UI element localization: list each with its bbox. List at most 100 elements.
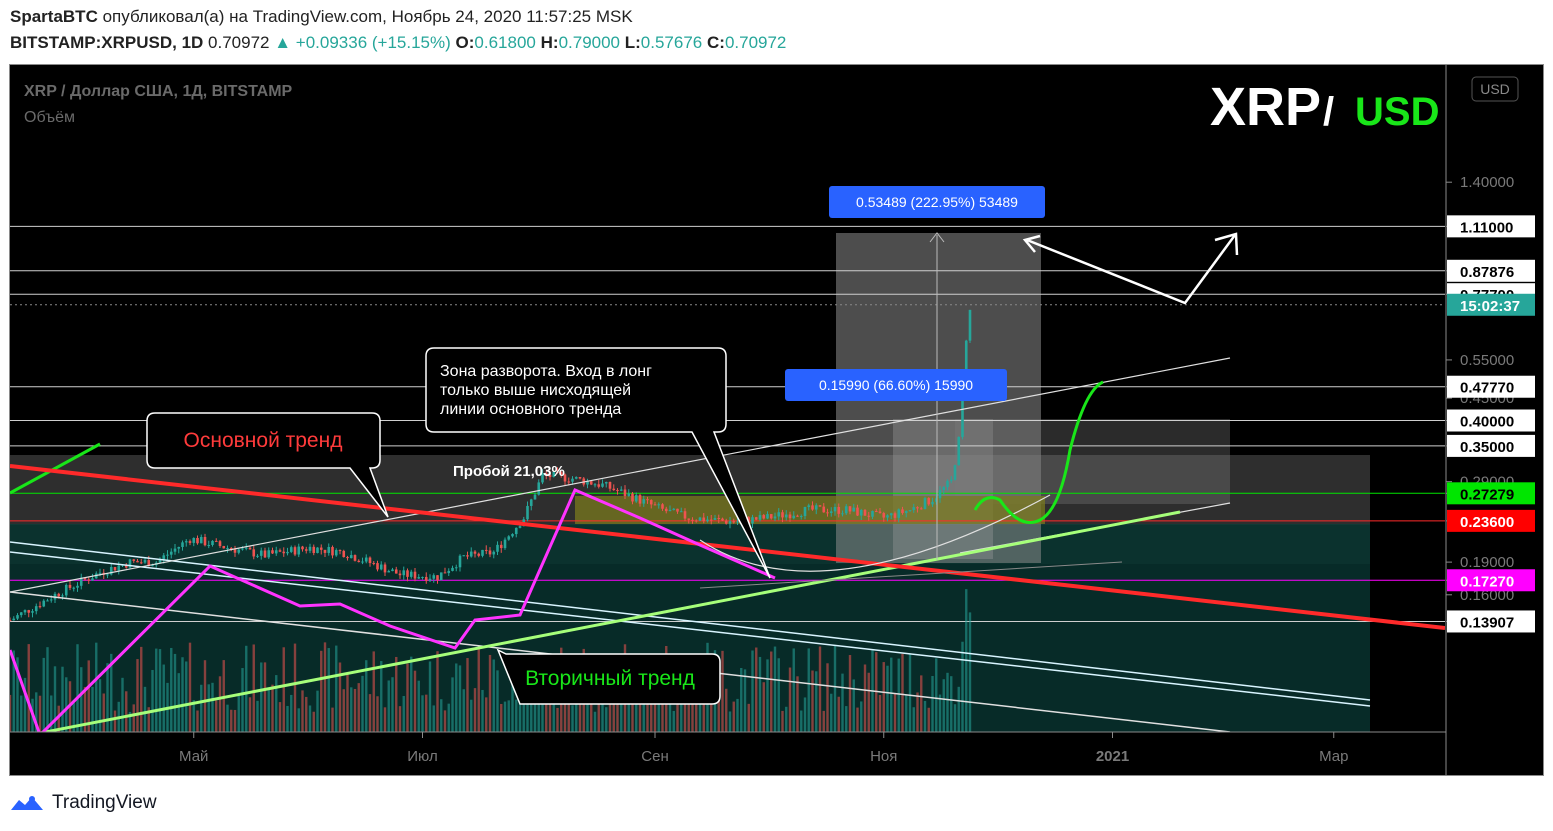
candle-body — [912, 507, 916, 511]
volume-bar — [380, 661, 383, 732]
volume-bar — [391, 677, 394, 732]
candle-body — [537, 482, 541, 495]
candle-body — [409, 571, 413, 577]
candle-body — [503, 539, 507, 549]
candle-body — [31, 611, 34, 613]
volume-bar — [755, 647, 758, 732]
candle-body — [319, 547, 323, 550]
candle-body — [859, 509, 863, 516]
price-tag-label: 0.27279 — [1460, 486, 1514, 503]
candle-body — [938, 490, 942, 499]
author-name[interactable]: SpartaBTC — [10, 7, 98, 26]
candle-body — [233, 549, 237, 553]
volume-bar — [878, 694, 882, 732]
candle-body — [563, 474, 567, 482]
candle-body — [687, 518, 691, 520]
candle-body — [196, 537, 199, 544]
close-label: C: — [706, 33, 725, 52]
price-tag — [1447, 509, 1535, 532]
volume-bar — [143, 686, 147, 732]
candle-body — [616, 490, 619, 492]
high-label: H: — [540, 33, 559, 52]
candle-body — [732, 521, 736, 523]
volume-bar — [642, 702, 645, 732]
price-tag — [1447, 215, 1535, 238]
volume-bar — [931, 676, 934, 732]
candle-body — [173, 548, 177, 552]
volume-bar — [717, 687, 720, 732]
candle-body — [676, 508, 679, 512]
volume-bar — [410, 656, 413, 732]
candle-body — [571, 478, 574, 482]
volume-bar — [826, 663, 829, 732]
candle-body — [593, 484, 597, 486]
volume-bar — [721, 650, 724, 732]
secondary-trend-callout[interactable]: Вторичный тренд — [496, 648, 721, 705]
currency-button[interactable] — [1471, 76, 1519, 102]
candle-body — [248, 547, 252, 550]
candle-body — [702, 517, 706, 522]
volume-bar — [511, 677, 514, 732]
candle-body — [837, 506, 841, 514]
candle-body — [222, 545, 226, 549]
candle-body — [777, 512, 781, 517]
candle-body — [589, 481, 593, 485]
candle-body — [826, 512, 829, 514]
candle-body — [488, 550, 492, 555]
volume-bar — [46, 647, 49, 732]
candle-body — [271, 550, 274, 554]
volume-bar — [698, 697, 702, 732]
candle-body — [203, 536, 207, 546]
candle-body — [368, 557, 372, 564]
candle-body — [597, 484, 601, 487]
volume-bar — [702, 699, 705, 732]
volume-bar — [162, 664, 165, 732]
volume-bar — [406, 663, 409, 732]
main-trend-callout[interactable]: Основной тренд — [146, 412, 389, 518]
reversal-line-2: только выше нисходящей — [440, 382, 631, 399]
candle-body — [151, 565, 154, 567]
low-label: L: — [624, 33, 641, 52]
volume-bar — [53, 666, 57, 732]
candle-body — [863, 509, 867, 516]
price-tag-label: 1.11000 — [1460, 219, 1513, 236]
volume-bar — [83, 686, 87, 732]
footer[interactable]: TradingView — [10, 792, 157, 814]
volume-bar — [612, 698, 615, 732]
candle-body — [601, 483, 604, 487]
candle-body — [38, 606, 42, 608]
candle-body — [383, 564, 387, 573]
volume-bar — [376, 696, 379, 732]
volume-bar — [935, 658, 938, 732]
candle-body — [766, 514, 769, 519]
time-axis[interactable]: Май Июл Сен Ноя 2021 Мар — [179, 732, 1348, 765]
candle-body — [773, 516, 777, 519]
measure-big-label: 0.53489 (222.95%) 53489 — [856, 194, 1018, 210]
reversal-callout[interactable]: Зона разворота. Вход в лонг только выше … — [425, 347, 771, 579]
volume-bar — [327, 648, 330, 732]
candle-body — [79, 577, 83, 586]
volume-bar — [417, 680, 420, 732]
candle-body — [237, 549, 241, 553]
volume-bar — [91, 686, 94, 732]
target-zone — [955, 419, 1230, 504]
candle-body — [466, 555, 469, 557]
volume-bar — [946, 672, 949, 732]
candle-body — [282, 551, 286, 554]
volume-bar — [488, 654, 492, 732]
volume-bar — [920, 675, 923, 732]
candle-body — [398, 573, 402, 576]
volume-bar — [732, 701, 735, 732]
candle-body — [953, 465, 957, 480]
time-tick-label: Июл — [407, 748, 437, 765]
volume-bar — [42, 657, 45, 732]
time-tick-label: Ноя — [870, 748, 897, 765]
last-price: 0.70972 — [208, 33, 270, 52]
time-tick-label: 2021 — [1096, 748, 1129, 765]
candle-body — [541, 473, 544, 483]
candle-body — [421, 576, 424, 578]
volume-bar — [27, 644, 30, 732]
candle-body — [848, 506, 852, 512]
volume-bar — [968, 612, 972, 732]
